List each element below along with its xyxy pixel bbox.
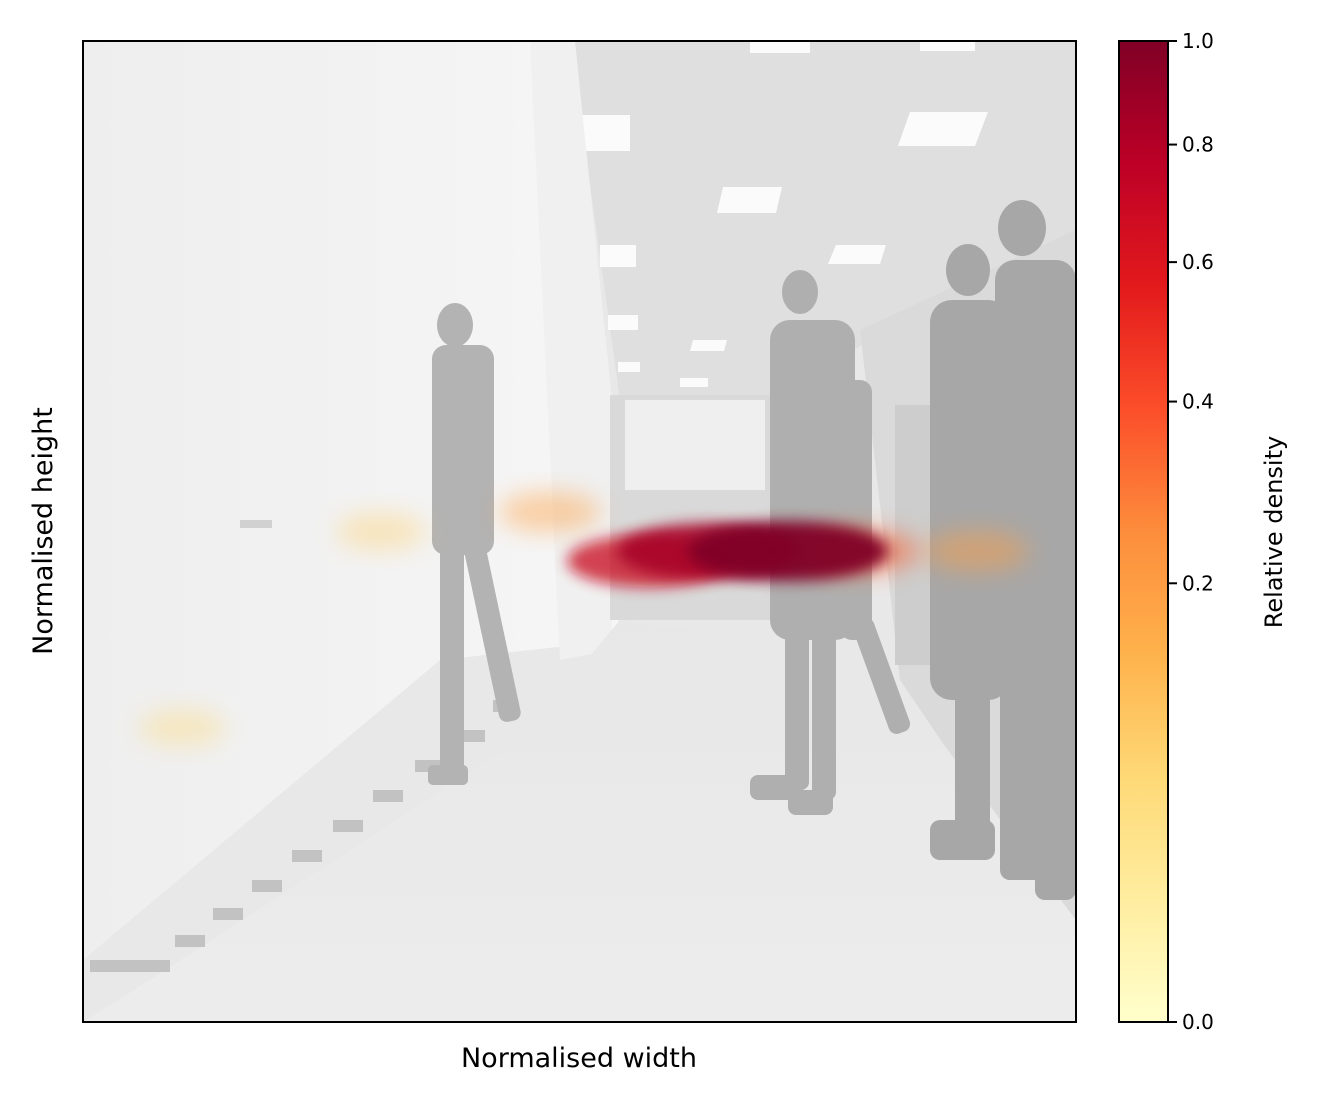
colorbar-label: Relative density bbox=[1260, 436, 1288, 628]
background-photo bbox=[83, 41, 1076, 1022]
x-axis-label: Normalised width bbox=[461, 1043, 697, 1074]
plot-frame bbox=[82, 40, 1077, 1023]
colorbar: 0.0 0.2 0.4 0.6 0.8 1.0 Relative density bbox=[1118, 29, 1288, 1034]
density-hotspot bbox=[336, 512, 426, 551]
colorbar-tick-label: 0.4 bbox=[1182, 390, 1214, 414]
colorbar-tick-label: 0.2 bbox=[1182, 571, 1214, 595]
colorbar-tick-label: 1.0 bbox=[1182, 29, 1214, 53]
density-hotspot bbox=[498, 491, 601, 533]
density-hotspot bbox=[138, 708, 226, 747]
density-hotspot bbox=[688, 521, 889, 582]
colorbar-tick-label: 0.0 bbox=[1182, 1010, 1214, 1034]
colorbar-tick-label: 0.6 bbox=[1182, 250, 1214, 274]
density-heatmap-overlay bbox=[138, 491, 1029, 747]
y-axis-label: Normalised height bbox=[28, 407, 59, 655]
colorbar-tick-label: 0.8 bbox=[1182, 133, 1214, 157]
density-hotspot bbox=[924, 530, 1029, 572]
colorbar-gradient bbox=[1119, 41, 1168, 1022]
colorbar-frame bbox=[1118, 40, 1169, 1023]
